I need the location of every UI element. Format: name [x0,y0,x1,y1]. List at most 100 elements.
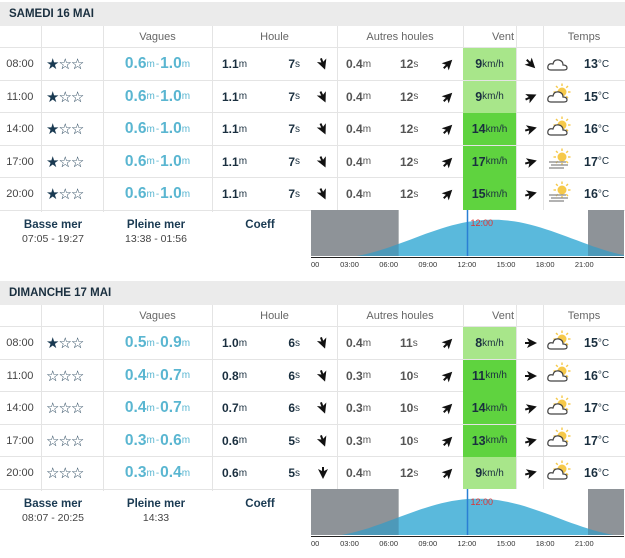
wind-speed-value: 9 [475,466,483,480]
star-empty-icon: ☆ [58,465,71,482]
wind-speed: 9 km/h [463,48,516,80]
wind-arrow-icon [524,434,538,448]
other-swell-height: 0.3 m [346,360,382,392]
table-row[interactable]: 11:00 ☆ ☆ ☆ 0.4 m - 0.7 m 0.8 m 6 s 0.3 m 10 s 11 km/h 16… [0,359,625,392]
unit-m: m [362,91,372,102]
table-row[interactable]: 11:00 ★ ☆ ☆ 0.6 m - 1.0 m 1.1 m 7 s 0.4 m 12 s 9 km/h 15 °… [0,80,625,113]
temperature-value: 16 [584,466,598,480]
wind-direction [520,360,542,392]
low-tide-label-text: Basse mer [23,219,83,231]
wind-direction [520,425,542,457]
star-empty-icon: ☆ [58,121,71,138]
star-empty-icon: ☆ [70,432,84,450]
swell-period-value: 7 [288,187,295,201]
temperature: 17 °C [584,425,624,457]
wave-min: 0.3 [124,431,147,449]
wind-speed-value: 17 [471,154,486,169]
unit-m: m [238,156,248,167]
table-row[interactable]: 14:00 ★ ☆ ☆ 0.6 m - 1.0 m 1.1 m 7 s 0.4 m 12 s 14 km/h 16… [0,113,625,146]
header-autres: Autres houles [337,26,463,48]
unit-s: s [413,402,419,414]
other-swell-period-value: 12 [400,187,414,201]
other-swell-height: 0.4 m [346,146,382,178]
axis-tick: 15:00 [497,539,516,548]
column-divider [516,26,517,212]
table-row[interactable]: 17:00 ☆ ☆ ☆ 0.3 m - 0.6 m 0.6 m 5 s 0.3 m 10 s 13 km/h 17… [0,424,625,457]
time-cell: 17:00 [0,425,40,457]
tide-chart[interactable] [311,489,624,535]
unit-s: s [412,337,418,349]
unit-m: m [146,188,155,200]
unit-m: m [238,370,248,381]
wind-speed: 17 km/h [463,145,516,178]
day-title-text: SAMEDI 16 MAI [9,8,94,20]
table-row[interactable]: 08:00 ★ ☆ ☆ 0.6 m - 1.0 m 1.1 m 7 s 0.4 m 12 s 9 km/h 13 °… [0,48,625,81]
other-swell-arrow-icon [441,57,455,71]
rating-stars: ★ ☆ ☆ [46,327,96,359]
star-empty-icon: ☆ [46,400,59,417]
time-label: 08:00 [6,58,34,70]
unit-m: m [181,58,191,70]
table-row[interactable]: 20:00 ☆ ☆ ☆ 0.3 m - 0.4 m 0.6 m 5 s 0.4 m 12 s 9 km/h 16 °… [0,457,625,490]
unit-c: °C [597,370,610,381]
swell-arrow-icon [316,57,330,71]
weather [545,81,573,113]
time-cell: 20:00 [0,178,40,210]
unit-m: m [362,123,372,135]
swell-height-value: 1.1 [222,89,239,104]
temperature: 17 °C [584,146,624,178]
forecast-table: Vagues Houle Autres houles Vent Temps 08:00 ★ ☆… [0,26,625,212]
axis-tick-label: 12:00 [457,260,477,269]
table-row[interactable]: 17:00 ★ ☆ ☆ 0.6 m - 1.0 m 1.1 m 7 s 0.4 m 12 s 17 km/h 17… [0,145,625,178]
wave-height: 0.6 m - 1.0 m [104,146,212,178]
unit-s: s [295,188,300,200]
wave-height: 0.4 m - 0.7 m [104,392,212,424]
tide-axis: 00 03:00 06:00 09:00 12:00 15:00 18:00 21:00 [311,536,624,548]
other-swell-height-value: 0.3 [346,368,363,383]
weather-sun-cloud-icon [546,83,572,110]
unit-m: m [238,402,248,414]
high-tide-times: 13:38 - 01:56 [110,233,202,245]
axis-tick-label: 15:00 [496,260,516,269]
swell-period-value: 5 [288,433,295,448]
wave-min: 0.6 [124,120,147,137]
unit-s: s [413,188,419,200]
unit-s: s [295,91,300,102]
table-row[interactable]: 08:00 ★ ☆ ☆ 0.5 m - 0.9 m 1.0 m 6 s 0.4 m 11 s 8 km/h 15 °… [0,327,625,360]
tide-chart[interactable] [311,210,624,256]
axis-tick: 09:00 [418,260,437,269]
unit-c: °C [597,91,610,102]
other-swell-height-value: 0.4 [346,336,363,350]
weather-sun-cloud-icon [546,460,572,487]
table-row[interactable]: 20:00 ★ ☆ ☆ 0.6 m - 1.0 m 1.1 m 7 s 0.4 m 12 s 15 km/h 16… [0,178,625,211]
rating-stars: ☆ ☆ ☆ [46,457,96,489]
wind-direction [520,146,542,178]
unit-m: m [238,337,248,349]
wind-direction [520,457,542,489]
header-houle: Houle [212,305,337,327]
swell-height-value: 0.6 [222,466,239,480]
other-swell-direction [436,81,460,113]
other-swell-period-value: 10 [400,433,414,448]
wind-arrow-icon [524,122,538,136]
unit-m: m [146,467,155,479]
rating-stars: ☆ ☆ ☆ [46,360,96,392]
column-divider [103,305,104,491]
unit-c: °C [597,156,610,167]
unit-m: m [362,156,372,167]
swell-arrow-icon [316,466,330,480]
table-row[interactable]: 14:00 ☆ ☆ ☆ 0.4 m - 0.7 m 0.7 m 6 s 0.3 m 10 s 14 km/h 17… [0,392,625,425]
time-cell: 14:00 [0,392,40,424]
wind-speed: 9 km/h [463,80,516,113]
swell-period-value: 6 [288,336,295,350]
dash-sep: - [155,402,160,414]
other-swell-arrow-icon [441,122,455,136]
star-empty-icon: ☆ [70,367,84,385]
swell-arrow-icon [316,90,330,104]
low-tide-times-text: 08:07 - 20:25 [22,512,84,524]
axis-tick: 12:00 [458,260,477,269]
axis-tick-label: 18:00 [535,260,555,269]
other-swell-period-value: 12 [400,57,414,71]
